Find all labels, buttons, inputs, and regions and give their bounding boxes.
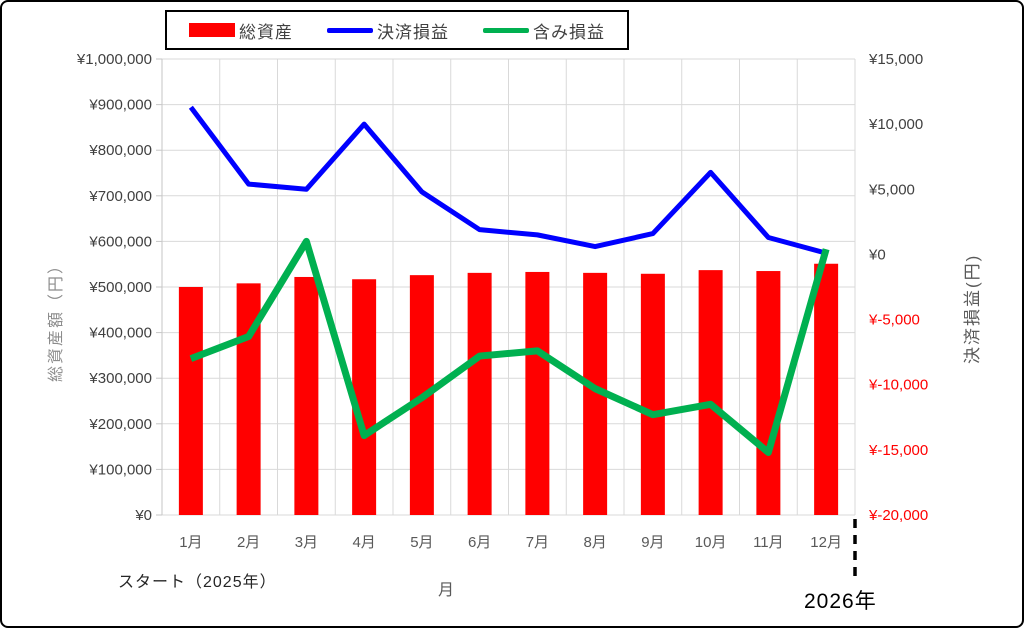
y-right-tick-label: ¥15,000 [868, 51, 923, 68]
bar-9月 [640, 273, 665, 515]
bar-12月 [814, 263, 839, 515]
y-left-tick-label: ¥800,000 [88, 142, 152, 159]
legend-item-settled-pl: 決済損益 [327, 18, 449, 43]
legend-item-total-assets: 総資産 [189, 18, 293, 43]
x-tick-label: 12月 [810, 534, 842, 551]
y-right-tick-label: ¥-15,000 [868, 442, 928, 459]
legend-label: 総資産 [239, 22, 293, 42]
x-tick-label: 5月 [410, 534, 433, 551]
y-right-tick-label: ¥-10,000 [868, 377, 928, 394]
x-tick-label: 4月 [352, 534, 375, 551]
y-left-tick-label: ¥200,000 [88, 416, 152, 433]
line-series-含み損益 [189, 237, 830, 456]
next-year-annotation: 2026年 [804, 590, 877, 613]
legend-label: 決済損益 [377, 22, 449, 42]
legend-swatch-total-assets [189, 23, 235, 37]
y-right-tick-label: ¥-20,000 [868, 507, 928, 524]
x-tick-label: 1月 [179, 534, 202, 551]
x-tick-label: 3月 [295, 534, 318, 551]
x-tick-label: 9月 [641, 534, 664, 551]
line-series-決済損益 [188, 105, 827, 256]
bar-1月 [178, 287, 203, 515]
x-tick-label: 2月 [237, 534, 260, 551]
y-left-tick-label: ¥900,000 [88, 97, 152, 114]
bar-11月 [756, 271, 781, 515]
y-left-tick-label: ¥400,000 [88, 325, 152, 342]
y-left-tick-label: ¥600,000 [88, 233, 152, 250]
y-right-tick-label: ¥-5,000 [868, 312, 920, 329]
x-axis-title: 月 [438, 582, 455, 599]
x-tick-label: 8月 [583, 534, 606, 551]
left-axis-title: 総資産額（円） [48, 255, 65, 382]
legend-label: 含み損益 [533, 22, 605, 42]
x-tick-label: 10月 [695, 534, 727, 551]
bar-7月 [525, 271, 550, 515]
y-left-tick-label: ¥0 [134, 507, 152, 524]
y-left-tick-label: ¥500,000 [88, 279, 152, 296]
bar-3月 [294, 276, 319, 515]
legend-swatch-unrealized-pl [483, 27, 529, 33]
x-tick-label: 7月 [526, 534, 549, 551]
y-right-tick-label: ¥5,000 [868, 181, 915, 198]
y-left-tick-label: ¥1,000,000 [76, 51, 152, 68]
y-right-tick-label: ¥0 [868, 246, 886, 263]
right-axis-title: 決済損益(円) [963, 253, 982, 364]
legend-item-unrealized-pl: 含み損益 [483, 18, 605, 43]
bar-10月 [698, 270, 723, 515]
x-tick-label: 11月 [753, 534, 784, 551]
y-left-tick-label: ¥300,000 [88, 370, 152, 387]
bar-6月 [467, 272, 492, 515]
y-left-tick-label: ¥700,000 [88, 188, 152, 205]
legend: 総資産 決済損益 含み損益 [165, 10, 629, 50]
y-right-tick-label: ¥10,000 [868, 116, 923, 133]
legend-swatch-settled-pl [327, 27, 373, 33]
y-left-tick-label: ¥100,000 [88, 461, 152, 478]
x-tick-label: 6月 [468, 534, 491, 551]
start-year-annotation: スタート（2025年） [118, 574, 277, 591]
